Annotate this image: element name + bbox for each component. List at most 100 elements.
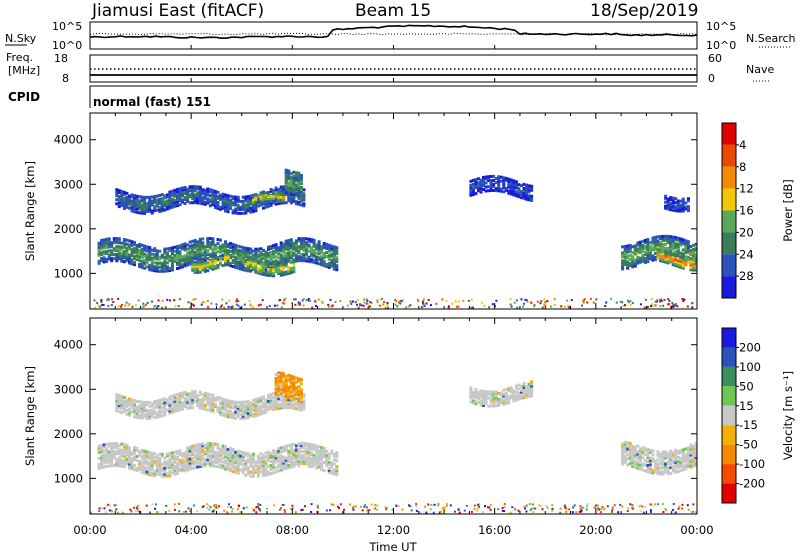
- velocity-cell: [150, 451, 154, 455]
- velocity-cell: [178, 394, 182, 398]
- velocity-cell: [188, 392, 192, 396]
- power-cell: [514, 190, 518, 194]
- velocity-cell: [103, 507, 106, 510]
- power-cell: [249, 194, 253, 198]
- power-cell: [244, 195, 248, 199]
- power-cell: [160, 265, 164, 269]
- power-cell: [661, 253, 665, 257]
- velocity-cell: [203, 444, 207, 448]
- velocity-cell: [325, 456, 329, 459]
- power-cell: [236, 199, 240, 203]
- power-cell: [135, 208, 139, 212]
- velocity-cell: [262, 472, 265, 475]
- power-cell: [191, 303, 194, 306]
- velocity-cell: [335, 473, 339, 477]
- power-cell: [661, 244, 665, 248]
- power-cell: [193, 266, 197, 270]
- velocity-cell: [691, 460, 695, 464]
- velocity-cell: [185, 510, 187, 513]
- velocity-cell: [277, 377, 281, 381]
- velocity-cell: [443, 509, 446, 512]
- power-cell: [679, 205, 683, 209]
- power-cell: [122, 246, 126, 250]
- velocity-cell: [249, 456, 253, 460]
- velocity-cell: [489, 390, 493, 394]
- power-cell: [170, 258, 174, 262]
- power-cell: [148, 258, 152, 262]
- velocity-colorbar-segment: [722, 347, 736, 367]
- power-cell: [198, 191, 202, 195]
- velocity-cell: [507, 387, 511, 391]
- power-cell: [133, 202, 136, 206]
- power-cell: [150, 195, 154, 199]
- velocity-cell: [173, 397, 177, 401]
- power-cell: [224, 261, 227, 265]
- power-cell: [671, 261, 675, 265]
- power-cell: [315, 245, 319, 249]
- power-cell: [249, 208, 253, 212]
- power-cell: [97, 243, 101, 247]
- power-cell: [499, 175, 503, 179]
- velocity-cell: [231, 412, 235, 416]
- velocity-cell: [322, 469, 326, 473]
- power-cell: [150, 248, 154, 252]
- power-cell: [284, 270, 288, 274]
- velocity-cell: [230, 506, 232, 509]
- power-cell: [181, 255, 185, 259]
- power-cell: [694, 266, 698, 270]
- velocity-cell: [272, 463, 276, 467]
- velocity-cell: [310, 443, 313, 447]
- power-cell: [274, 202, 278, 206]
- velocity-cell: [196, 510, 199, 513]
- power-cell: [145, 265, 149, 269]
- power-cell: [380, 298, 383, 301]
- velocity-cell: [289, 457, 293, 461]
- power-cell: [322, 264, 326, 268]
- velocity-cell: [530, 394, 534, 398]
- power-cell: [198, 260, 202, 264]
- velocity-cell: [262, 468, 265, 471]
- power-cell: [193, 253, 197, 256]
- power-cell: [289, 172, 293, 176]
- velocity-cell: [284, 510, 286, 513]
- velocity-cell: [272, 400, 276, 404]
- power-cell: [689, 266, 693, 270]
- power-cell: [165, 267, 169, 271]
- velocity-cell: [231, 466, 235, 469]
- velocity-cell: [213, 460, 217, 464]
- power-colorbar-segment: [722, 123, 736, 145]
- velocity-cell: [97, 448, 101, 452]
- power-cell: [292, 174, 296, 178]
- velocity-cell: [676, 470, 680, 473]
- velocity-cell: [112, 452, 116, 456]
- velocity-cell: [138, 459, 142, 463]
- power-cell: [507, 177, 511, 181]
- time-xlabel: Time UT: [368, 540, 417, 554]
- velocity-cell: [168, 397, 172, 401]
- power-cell: [206, 189, 210, 193]
- power-cell: [679, 251, 683, 255]
- power-cell: [676, 261, 680, 264]
- velocity-cell: [522, 396, 526, 399]
- velocity-cell: [178, 449, 182, 453]
- power-cell: [394, 299, 397, 302]
- velocity-cell: [256, 411, 260, 415]
- velocity-cell: [686, 452, 690, 456]
- velocity-cell: [517, 395, 521, 399]
- velocity-cell: [307, 454, 311, 458]
- power-cell: [122, 196, 126, 200]
- velocity-cell: [322, 449, 326, 452]
- power-cell: [636, 249, 640, 253]
- velocity-cell: [545, 504, 548, 507]
- velocity-cell: [269, 468, 273, 471]
- power-cell: [282, 267, 286, 271]
- power-cell: [216, 194, 220, 198]
- velocity-cell: [262, 459, 265, 463]
- velocity-cell: [110, 448, 114, 452]
- power-cell: [332, 245, 336, 249]
- velocity-ylabel: Slant Range [km]: [23, 366, 37, 466]
- velocity-cell: [107, 458, 111, 462]
- power-cell: [133, 200, 136, 204]
- velocity-cell: [312, 457, 316, 461]
- power-cell: [135, 250, 139, 253]
